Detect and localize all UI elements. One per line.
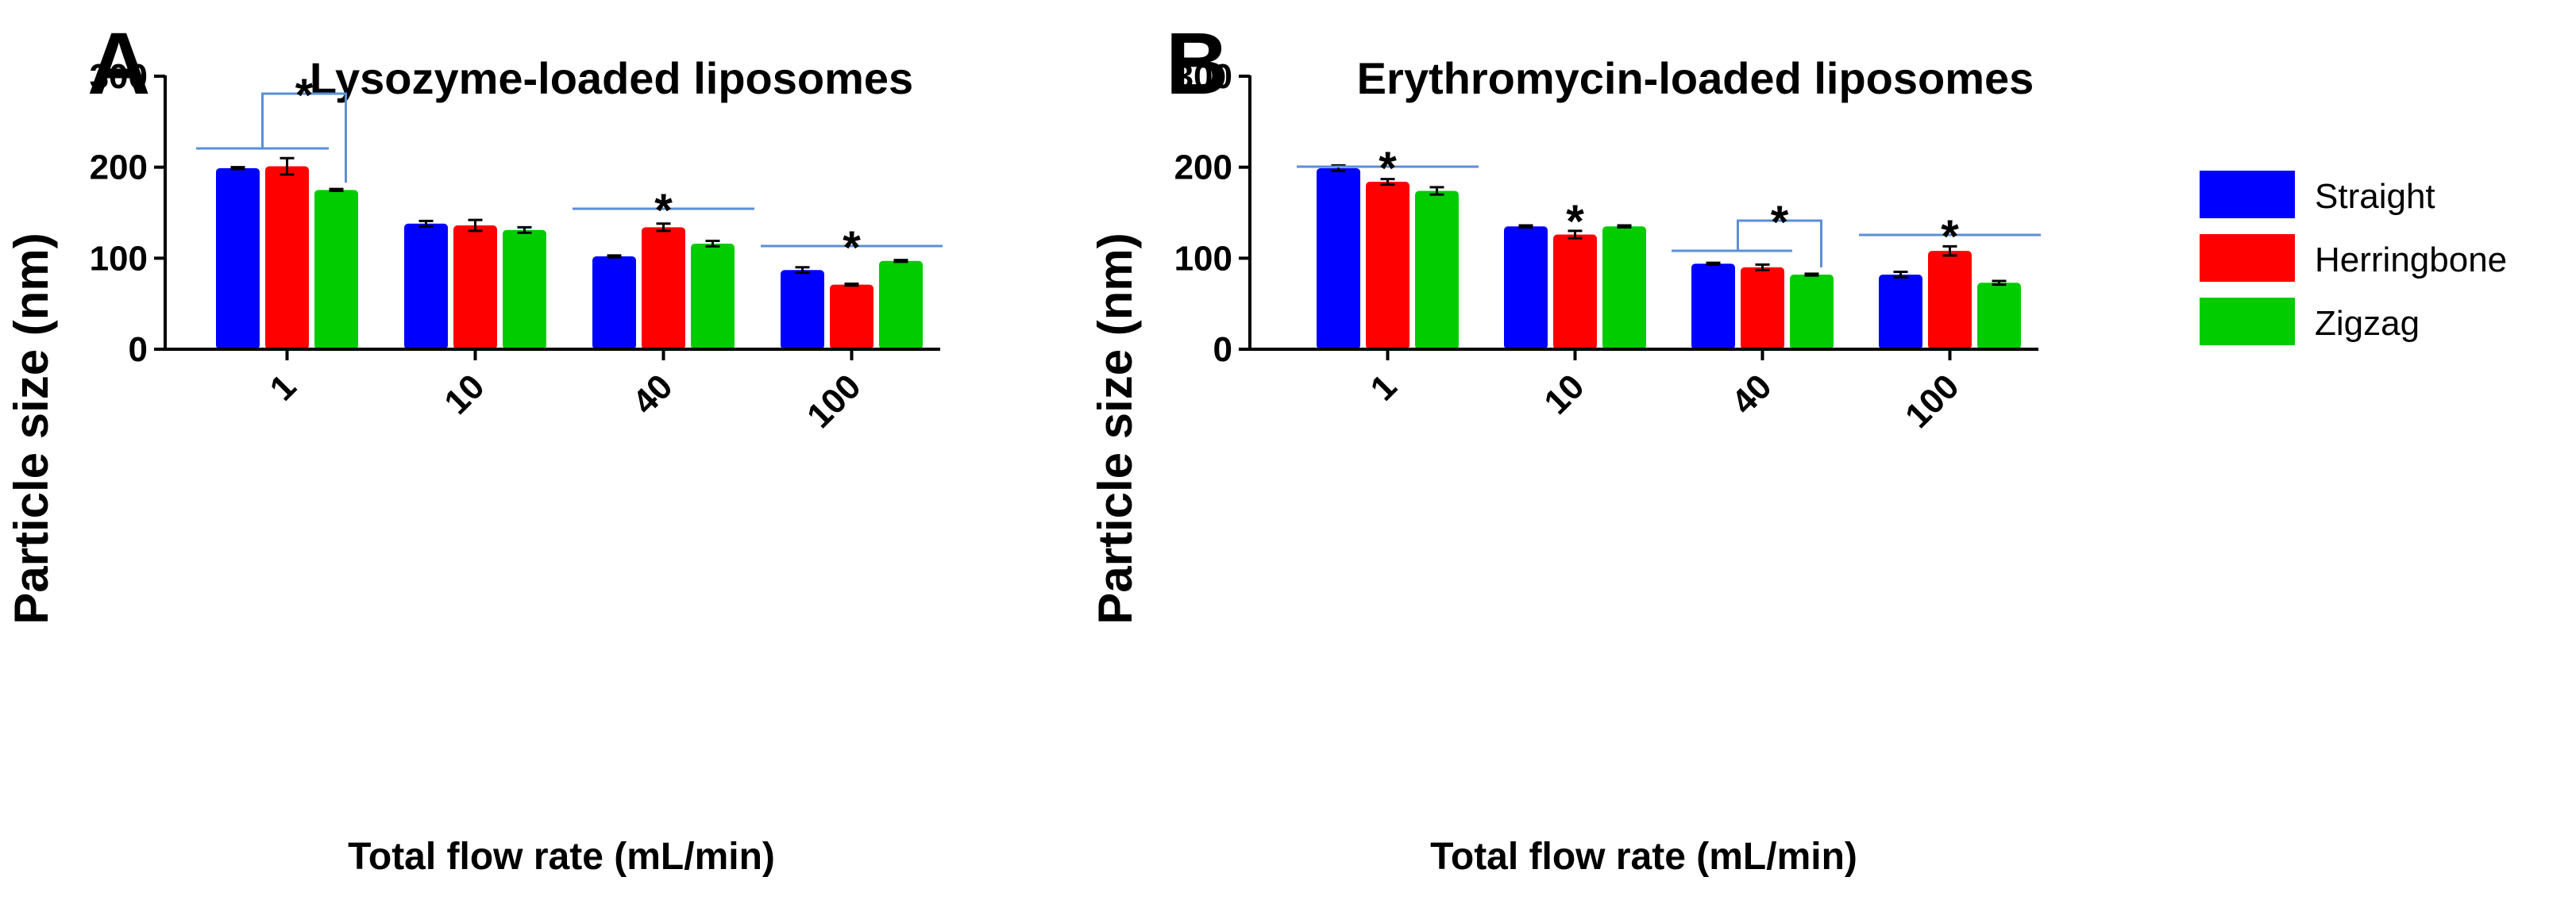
y-tick-label-b-300: 300 — [1174, 57, 1232, 96]
panel-letter-b: B — [1166, 15, 1228, 113]
error-bar-a-zigzag-10 — [517, 225, 532, 234]
significance-b-1: * — [1297, 143, 1479, 194]
x-tick-label-b-1: 1 — [1363, 367, 1405, 408]
bar-b-straight-10 — [1504, 226, 1548, 349]
y-tick-label-b-200: 200 — [1174, 148, 1232, 187]
chart-title-b: Erythromycin-loaded liposomes — [1357, 53, 2034, 103]
x-tick-label-b-10: 10 — [1537, 367, 1591, 421]
error-bar-a-zigzag-40 — [705, 240, 720, 248]
bar-b-zigzag-40 — [1790, 274, 1834, 349]
error-bar-a-herringbone-10 — [468, 218, 483, 233]
significance-b-10: * — [1566, 196, 1584, 248]
panel-letter-a: A — [87, 15, 150, 113]
error-bar-b-straight-100 — [1893, 271, 1908, 279]
y-tick-label-b-0: 0 — [1213, 330, 1232, 369]
bar-a-zigzag-10 — [503, 229, 546, 349]
error-bar-a-straight-40 — [607, 254, 622, 259]
bar-b-herringbone-40 — [1741, 267, 1784, 349]
significance-a-1: * — [196, 70, 347, 183]
bar-b-zigzag-100 — [1977, 283, 2021, 349]
y-tick-label-a-200: 200 — [90, 148, 148, 187]
x-tick-label-a-1: 1 — [263, 367, 304, 408]
bar-b-herringbone-100 — [1928, 251, 1972, 349]
plot-area-b: 0 100 200 300 1 10 40 100 * * * * — [1174, 57, 2041, 436]
x-tick-label-a-100: 100 — [800, 367, 869, 436]
bar-b-zigzag-1 — [1415, 190, 1459, 349]
panel-b: B Erythromycin-loaded liposomes Particle… — [1089, 15, 2041, 878]
bar-a-herringbone-40 — [642, 227, 685, 349]
y-axis-label-b: Particle size (nm) — [1089, 233, 1142, 625]
significance-star-b-40: * — [1771, 197, 1789, 248]
bar-b-straight-40 — [1691, 264, 1735, 349]
legend: Straight Herringbone Zigzag — [2200, 171, 2507, 345]
error-bar-b-herringbone-1 — [1380, 178, 1395, 186]
bar-a-herringbone-100 — [830, 284, 873, 349]
bar-a-zigzag-100 — [879, 260, 923, 349]
bar-a-zigzag-40 — [691, 243, 735, 349]
bar-a-straight-40 — [592, 256, 636, 349]
error-bar-a-straight-100 — [795, 266, 810, 275]
bar-a-zigzag-1 — [314, 190, 358, 349]
x-axis-label-b: Total flow rate (mL/min) — [1430, 836, 1857, 878]
error-bar-b-herringbone-100 — [1942, 244, 1957, 257]
legend-swatch-straight — [2200, 171, 2295, 218]
significance-star-b-100: * — [1941, 211, 1959, 263]
legend-label-straight: Straight — [2315, 177, 2435, 216]
x-tick-label-b-40: 40 — [1724, 367, 1779, 421]
x-tick-label-a-40: 40 — [625, 367, 680, 421]
error-bar-a-zigzag-100 — [893, 259, 908, 264]
significance-star-a-40: * — [654, 185, 673, 237]
error-bar-a-herringbone-100 — [844, 282, 859, 287]
error-bar-b-herringbone-10 — [1568, 229, 1583, 240]
legend-swatch-zigzag — [2200, 298, 2295, 345]
chart-title-a: Lysozyme-loaded liposomes — [310, 53, 913, 103]
y-tick-label-a-300: 300 — [90, 57, 148, 96]
error-bar-b-zigzag-40 — [1804, 272, 1819, 277]
bar-a-straight-10 — [404, 223, 448, 349]
error-bar-a-zigzag-1 — [329, 187, 344, 192]
y-tick-label-a-0: 0 — [129, 330, 148, 369]
legend-label-zigzag: Zigzag — [2315, 304, 2420, 343]
legend-label-herringbone: Herringbone — [2315, 240, 2507, 279]
error-bar-b-zigzag-100 — [1992, 279, 2007, 287]
significance-star-b-1: * — [1379, 143, 1397, 194]
legend-swatch-herringbone — [2200, 234, 2295, 282]
significance-a-40: * — [573, 185, 754, 237]
y-tick-label-b-100: 100 — [1174, 239, 1232, 278]
error-bar-a-herringbone-40 — [656, 222, 671, 233]
significance-b-100: * — [1859, 211, 2041, 263]
error-bar-a-herringbone-1 — [280, 156, 295, 176]
bar-a-herringbone-1 — [265, 166, 309, 349]
plot-area-a: 0 100 200 300 1 10 40 100 * * * — [90, 57, 943, 436]
x-tick-label-a-10: 10 — [437, 367, 492, 421]
x-axis-label-a: Total flow rate (mL/min) — [348, 836, 775, 878]
significance-star-b-10: * — [1566, 196, 1584, 248]
y-axis-label-a: Particle size (nm) — [5, 233, 58, 625]
significance-star-a-100: * — [843, 222, 861, 274]
bar-a-herringbone-10 — [453, 225, 497, 349]
significance-a-100: * — [761, 222, 943, 274]
significance-star-a-1: * — [295, 70, 314, 121]
error-bar-b-zigzag-1 — [1429, 186, 1444, 196]
y-tick-label-a-100: 100 — [90, 239, 148, 278]
bar-b-zigzag-10 — [1602, 226, 1646, 349]
error-bar-b-straight-40 — [1706, 261, 1721, 266]
error-bar-b-herringbone-40 — [1755, 263, 1770, 271]
bar-b-herringbone-1 — [1366, 182, 1409, 349]
bar-b-straight-100 — [1879, 274, 1922, 349]
bar-a-straight-1 — [216, 167, 260, 349]
error-bar-b-zigzag-10 — [1617, 224, 1632, 229]
error-bar-a-straight-10 — [418, 219, 434, 228]
error-bar-b-straight-10 — [1518, 224, 1533, 229]
bar-a-straight-100 — [781, 270, 824, 349]
bar-b-straight-1 — [1317, 167, 1360, 349]
x-tick-label-b-100: 100 — [1898, 367, 1967, 436]
bar-b-herringbone-10 — [1553, 234, 1597, 349]
significance-b-40: * — [1672, 197, 1822, 267]
error-bar-a-straight-1 — [230, 166, 245, 171]
panel-a: A Lysozyme-loaded liposomes Particle siz… — [5, 15, 943, 878]
